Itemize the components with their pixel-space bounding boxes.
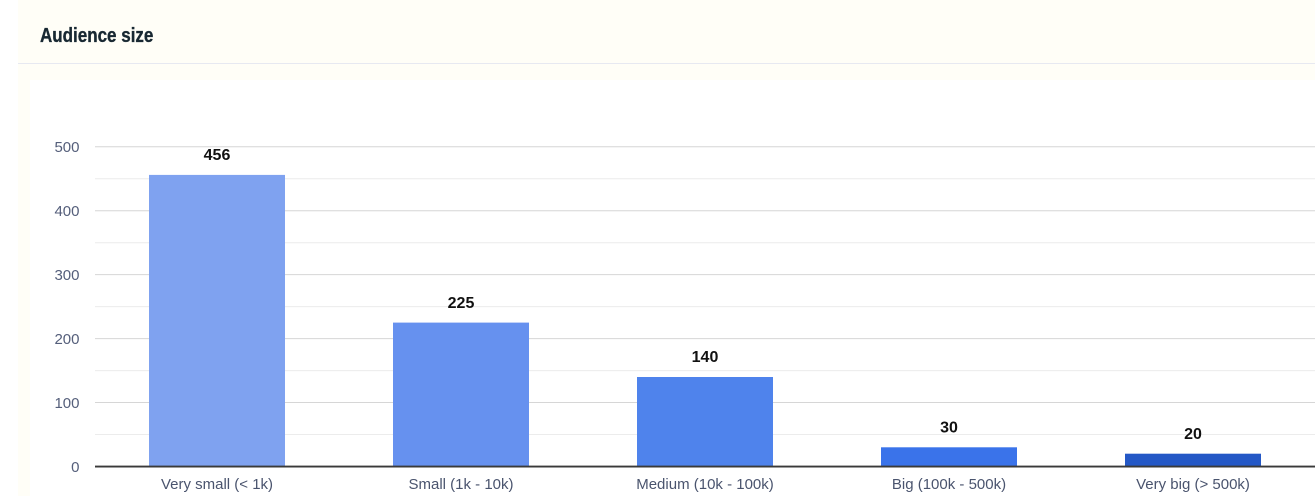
svg-text:456: 456	[204, 147, 231, 164]
svg-text:Medium (10k - 100k): Medium (10k - 100k)	[636, 476, 774, 493]
svg-text:300: 300	[54, 267, 79, 284]
svg-text:500: 500	[54, 139, 79, 156]
svg-text:Small (1k - 10k): Small (1k - 10k)	[408, 476, 513, 493]
svg-text:200: 200	[54, 331, 79, 348]
svg-text:Very big (> 500k): Very big (> 500k)	[1136, 476, 1250, 493]
svg-text:Big (100k - 500k): Big (100k - 500k)	[892, 476, 1006, 493]
svg-text:140: 140	[692, 349, 719, 366]
svg-text:Very small (< 1k): Very small (< 1k)	[161, 476, 273, 493]
svg-text:400: 400	[54, 203, 79, 220]
svg-text:30: 30	[940, 420, 958, 437]
svg-text:20: 20	[1184, 426, 1202, 443]
svg-text:100: 100	[54, 395, 79, 412]
svg-text:225: 225	[448, 295, 475, 312]
svg-text:0: 0	[71, 459, 79, 476]
